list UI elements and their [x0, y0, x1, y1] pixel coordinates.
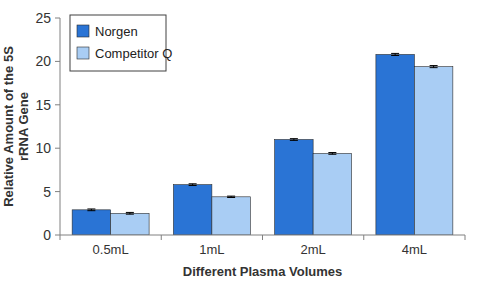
x-tick-label: 2mL	[300, 242, 325, 257]
error-cap	[87, 208, 95, 209]
bar	[414, 67, 452, 235]
error-bar	[126, 212, 134, 214]
y-tick	[55, 61, 60, 62]
y-tick-label: 20	[35, 53, 51, 69]
error-cap	[126, 212, 134, 213]
x-tick	[60, 235, 61, 240]
error-cap	[126, 214, 134, 215]
legend-swatch	[77, 47, 89, 59]
bar	[376, 54, 414, 235]
x-tick	[465, 235, 466, 240]
bar	[275, 140, 313, 235]
error-cap	[290, 138, 298, 139]
error-cap	[227, 197, 235, 198]
x-tick	[363, 235, 364, 240]
error-bar	[430, 66, 438, 68]
y-tick	[55, 104, 60, 105]
y-tick-label: 10	[35, 140, 51, 156]
error-bar	[391, 53, 399, 55]
y-tick-label: 15	[35, 97, 51, 113]
error-cap	[430, 67, 438, 68]
y-axis-label-line: Relative Amount of the 5S	[1, 46, 16, 207]
error-cap	[391, 53, 399, 54]
x-tick-label: 0.5mL	[93, 242, 129, 257]
error-cap	[189, 183, 197, 184]
chart-root: 0 5 10 15 20 25 0.5mL 1mL 2mL 4mL Different Plasma…	[0, 0, 480, 288]
y-tick-label: 0	[43, 227, 51, 243]
y-tick	[55, 18, 60, 19]
x-tick	[161, 235, 162, 240]
legend-label: Norgen	[95, 24, 138, 39]
legend-label: Competitor Q	[95, 46, 172, 61]
x-tick-label: 4mL	[402, 242, 427, 257]
error-cap	[328, 154, 336, 155]
chart-svg: 0 5 10 15 20 25 0.5mL 1mL 2mL 4mL Different Plasma…	[0, 0, 480, 288]
background	[0, 0, 480, 288]
error-cap	[290, 140, 298, 141]
y-axis	[60, 18, 61, 235]
legend-swatch	[77, 25, 89, 37]
error-cap	[87, 210, 95, 211]
error-bar	[227, 196, 235, 197]
y-axis-label-line: rRNA Gene	[16, 92, 31, 161]
y-tick-label: 25	[35, 10, 51, 26]
bar	[173, 185, 211, 235]
legend-box	[70, 15, 166, 71]
error-bar	[290, 139, 298, 141]
y-tick	[55, 148, 60, 149]
legend: Norgen Competitor Q	[70, 15, 172, 71]
bars	[72, 53, 453, 235]
error-bar	[189, 184, 197, 186]
error-cap	[430, 65, 438, 66]
y-tick	[55, 191, 60, 192]
bar	[111, 213, 149, 235]
y-tick	[55, 235, 60, 236]
x-axis-label: Different Plasma Volumes	[183, 264, 342, 279]
bar	[72, 210, 110, 235]
error-bar	[87, 209, 95, 211]
error-cap	[391, 55, 399, 56]
y-tick-label: 5	[43, 184, 51, 200]
y-axis-label: Relative Amount of the 5SrRNA Gene	[1, 46, 31, 207]
bar	[212, 197, 250, 235]
x-tick	[262, 235, 263, 240]
bar	[313, 153, 351, 235]
x-tick-label: 1mL	[199, 242, 224, 257]
error-cap	[189, 185, 197, 186]
error-cap	[328, 152, 336, 153]
error-bar	[328, 153, 336, 155]
error-cap	[227, 196, 235, 197]
